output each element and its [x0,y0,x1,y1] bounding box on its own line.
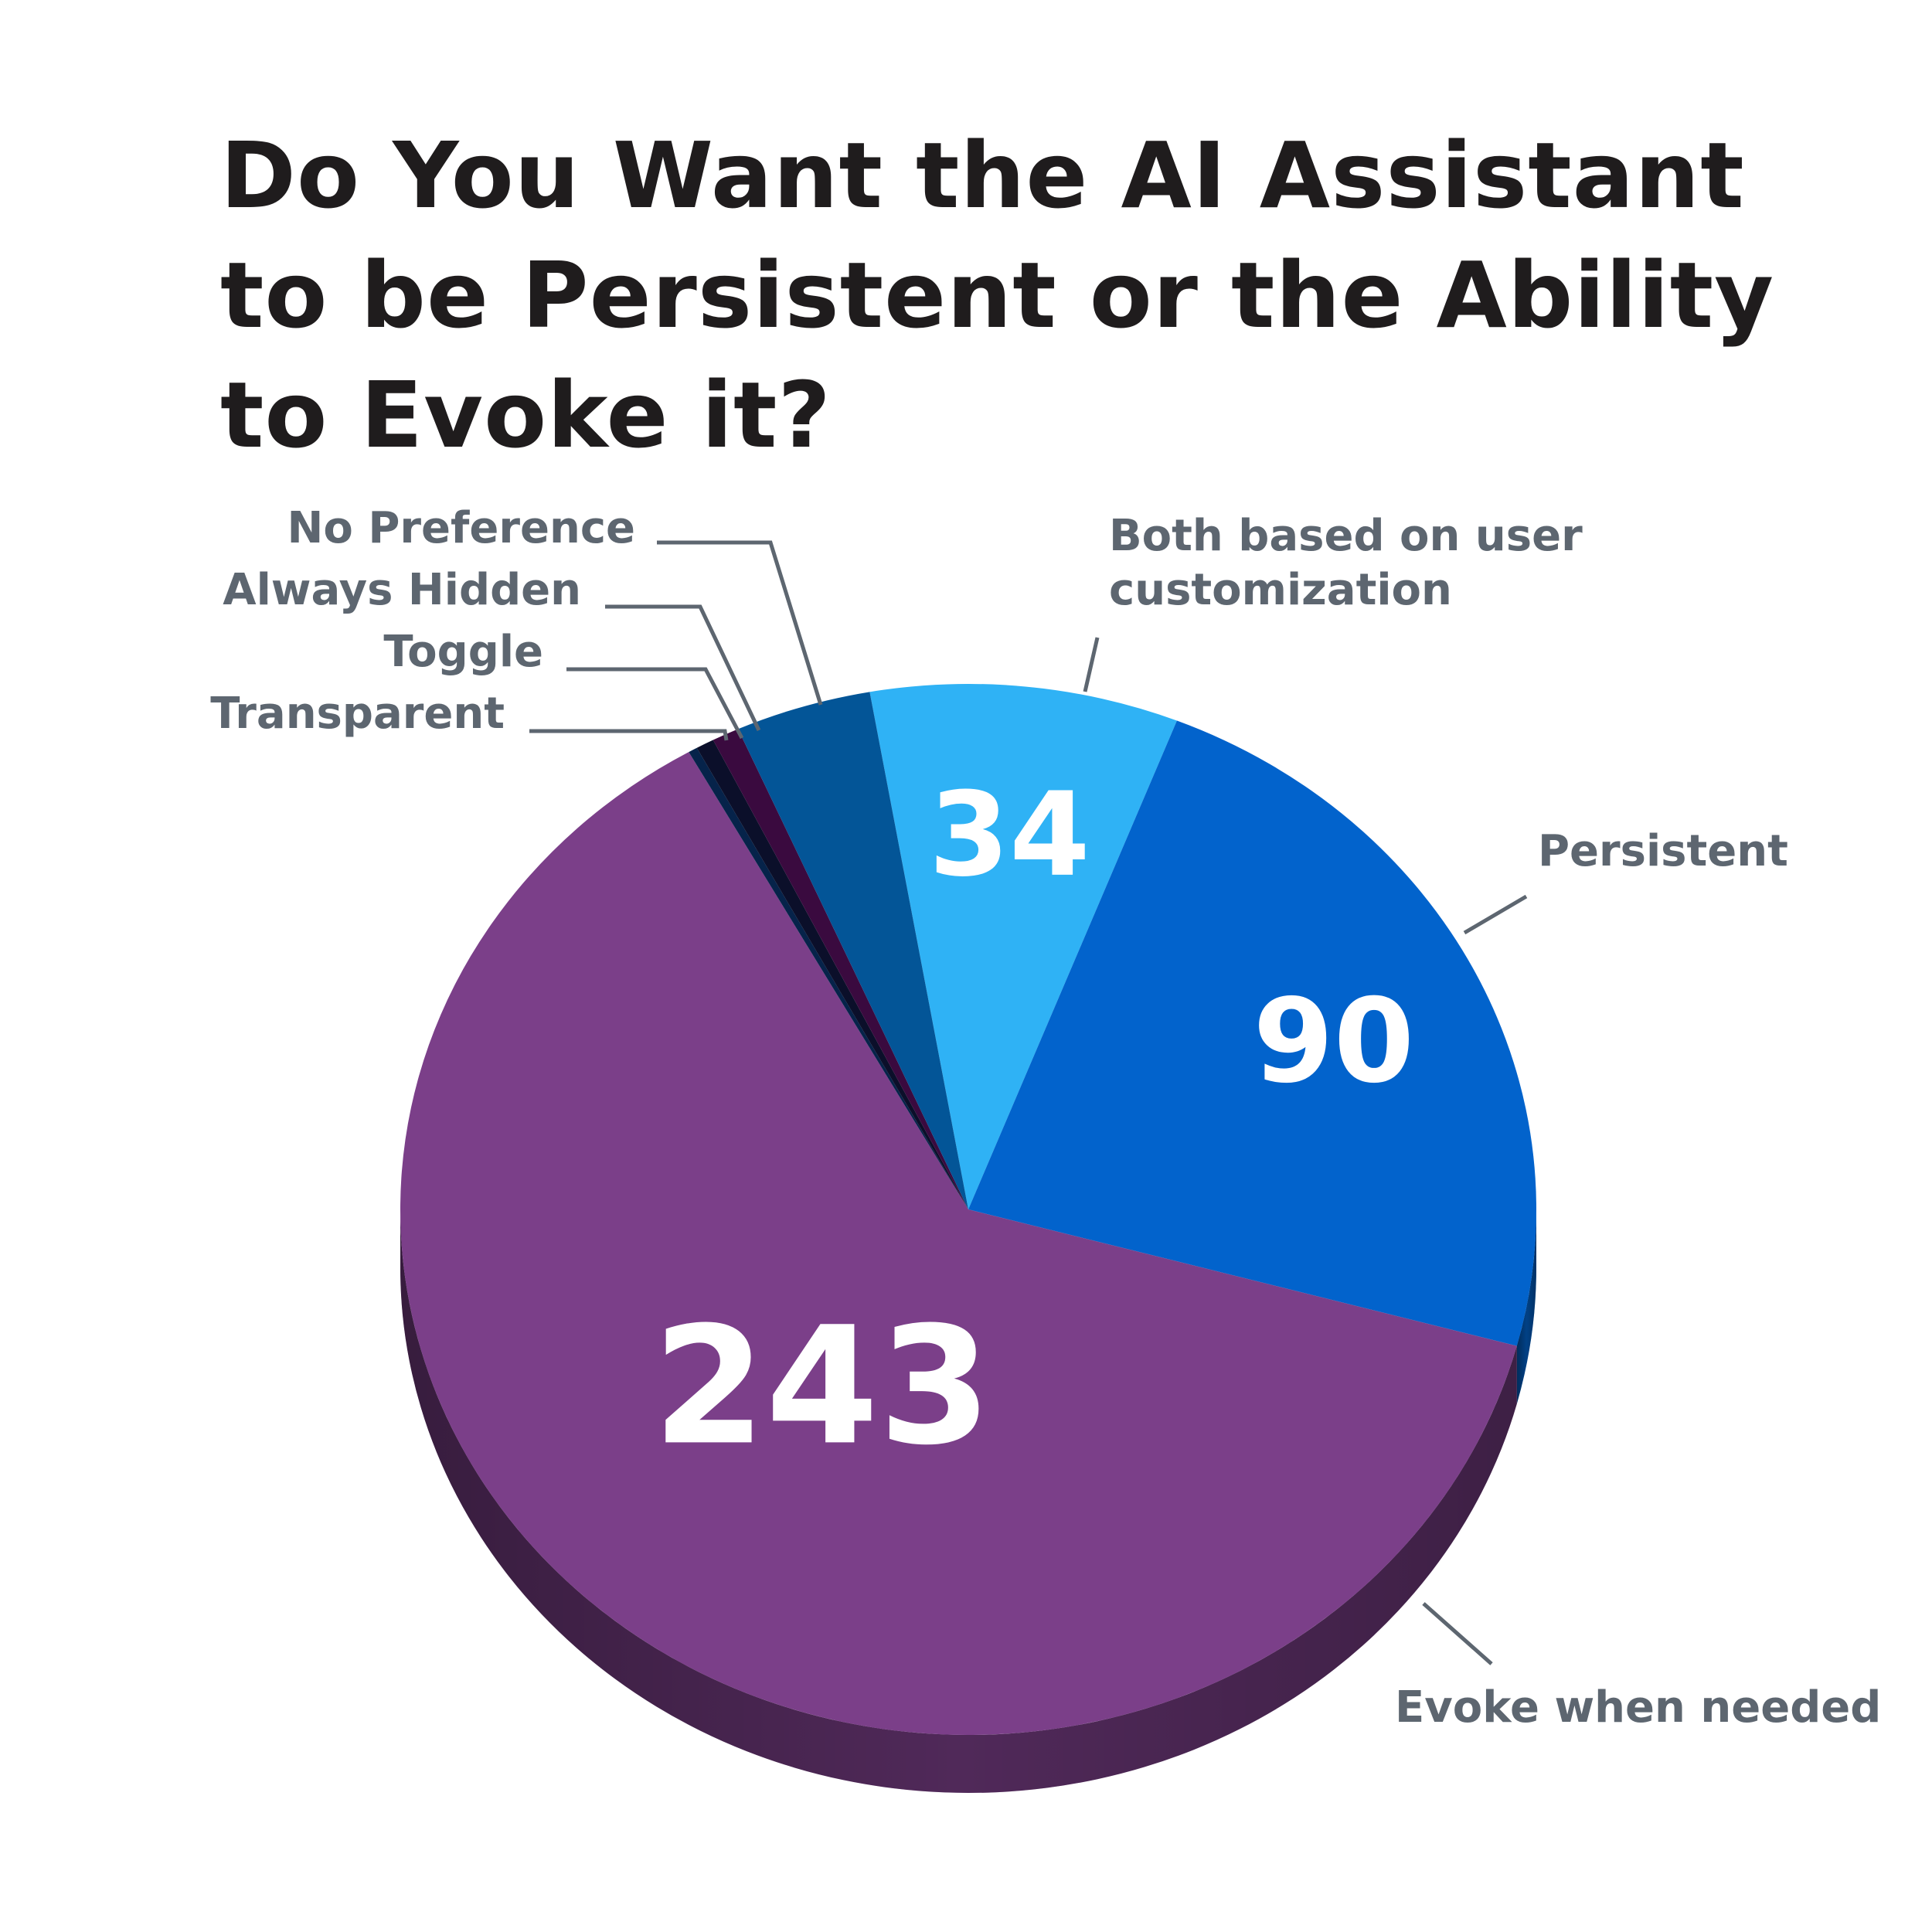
chart-title-line: to be Persistent or the Ability [220,242,1775,349]
value-label-both-based-on-user-customization: 34 [929,768,1090,903]
leader-line-both-based-on-user-customization [1083,637,1100,692]
leader-line-transparent [529,729,729,741]
leader-line-no-preference [657,540,823,706]
slice-label-always-hidden: Always Hidden [223,565,581,615]
pie-slice-no-preference [738,692,968,1209]
slice-label-no-preference: No Preference [287,503,635,553]
chart-title-line: to Evoke it? [220,362,832,468]
chart-title: Do You Want the AI Assistant to be Persi… [220,116,1804,475]
leader-line-toggle [566,667,744,740]
slice-label-both-based-on-user-customization: Both based on user [1109,511,1583,561]
leader-line-persistent [1463,894,1528,935]
slice-label-transparent: Transparent [210,689,505,739]
pie-slice-transparent [689,747,968,1209]
slice-label-both-based-on-user-customization: customization [1109,565,1452,615]
pie-slice-both-based-on-user-customization [869,683,1177,1209]
leader-line-evoke-when-needed [1422,1602,1493,1665]
leader-line-always-hidden [605,604,761,732]
slice-label-evoke-when-needed: Evoke when needed [1395,1682,1881,1733]
value-label-persistent: 90 [1253,975,1414,1109]
pie-slice-evoke-when-needed [400,752,1517,1735]
slice-label-toggle: Toggle [383,627,543,677]
value-label-evoke-when-needed: 243 [653,1291,992,1481]
pie-slice-persistent [968,720,1536,1346]
pie-slice-always-hidden [713,729,968,1209]
slice-label-persistent: Persistent [1538,826,1788,876]
pie-side-shade [1516,1209,1536,1404]
chart-title-line: Do You Want the AI Assistant [220,122,1745,229]
pie-slice-toggle [696,740,968,1209]
